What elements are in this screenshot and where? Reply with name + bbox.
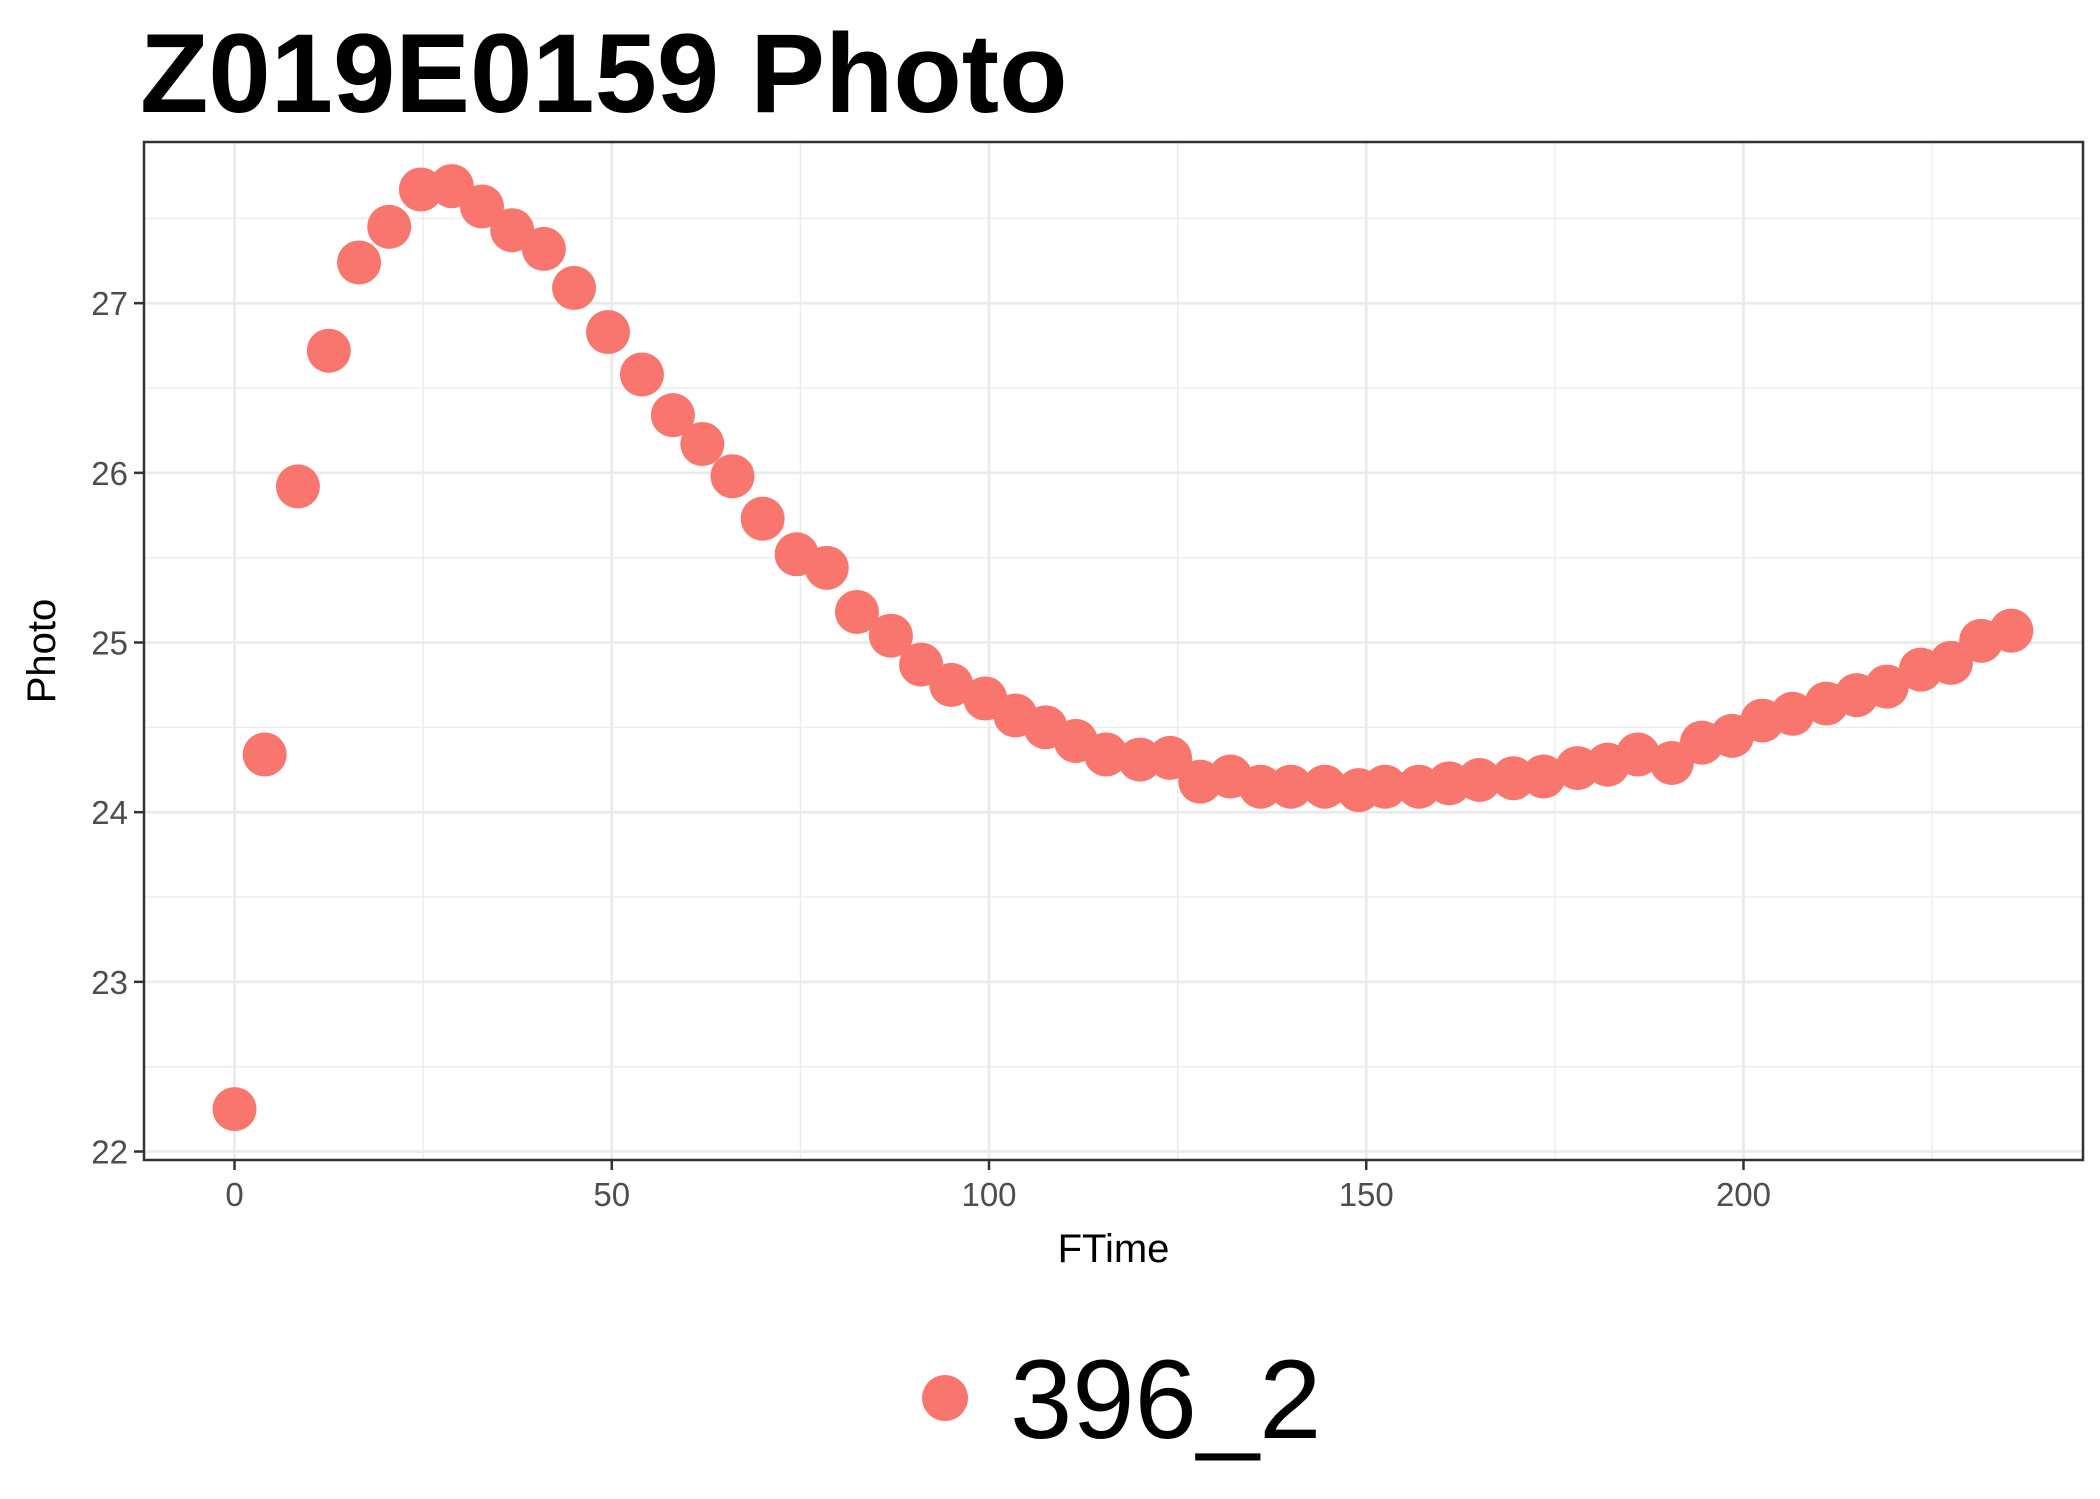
data-point — [1770, 691, 1815, 736]
data-point — [1083, 732, 1128, 777]
x-tick-label: 150 — [1339, 1176, 1394, 1213]
y-axis-title: Photo — [20, 599, 64, 704]
y-tick-label: 27 — [91, 285, 128, 322]
data-point — [275, 464, 320, 509]
data-point — [650, 393, 695, 438]
legend-label: 396_2 — [1010, 1337, 1321, 1462]
data-point — [521, 226, 566, 271]
data-point — [834, 589, 879, 634]
data-point — [804, 545, 849, 590]
data-point — [1238, 764, 1283, 809]
x-axis: 0 50 100 150 200 — [225, 1160, 1771, 1213]
data-point — [552, 265, 597, 310]
data-point — [242, 732, 287, 777]
data-point — [868, 613, 913, 658]
plot-panel — [144, 142, 2083, 1160]
data-point — [1864, 664, 1909, 709]
data-point — [1521, 754, 1566, 799]
y-tick-label: 25 — [91, 625, 128, 662]
data-point — [586, 310, 631, 355]
y-tick-label: 26 — [91, 455, 128, 492]
data-points — [212, 164, 2034, 1132]
y-tick-label: 24 — [91, 794, 128, 831]
data-point — [1268, 764, 1313, 809]
chart-title: Z019E0159 Photo — [140, 11, 1068, 136]
data-point — [680, 422, 725, 467]
data-point — [1989, 608, 2034, 653]
data-point — [1457, 757, 1502, 802]
x-tick-label: 200 — [1716, 1176, 1771, 1213]
data-point — [490, 208, 535, 253]
legend: 396_2 — [922, 1337, 1321, 1462]
data-point — [460, 184, 505, 229]
data-point — [740, 496, 785, 541]
data-point — [1302, 764, 1347, 809]
y-axis: 22 23 24 25 26 27 — [91, 285, 144, 1171]
data-point — [306, 328, 351, 373]
y-tick-label: 22 — [91, 1134, 128, 1171]
data-point — [367, 204, 412, 249]
data-point — [1363, 764, 1408, 809]
legend-key-marker — [922, 1375, 968, 1421]
data-point — [212, 1087, 257, 1132]
panel-background — [144, 142, 2083, 1160]
x-tick-label: 0 — [225, 1176, 243, 1213]
data-point — [929, 662, 974, 707]
data-point — [1615, 732, 1660, 777]
x-tick-label: 100 — [961, 1176, 1016, 1213]
y-tick-label: 23 — [91, 964, 128, 1001]
data-point — [1928, 640, 1973, 685]
x-tick-label: 50 — [593, 1176, 630, 1213]
data-point — [337, 240, 382, 285]
data-point — [1148, 735, 1193, 780]
plot-border — [142, 140, 2085, 1162]
data-point — [710, 454, 755, 499]
x-axis-title: FTime — [1058, 1227, 1170, 1271]
data-point — [619, 352, 664, 397]
